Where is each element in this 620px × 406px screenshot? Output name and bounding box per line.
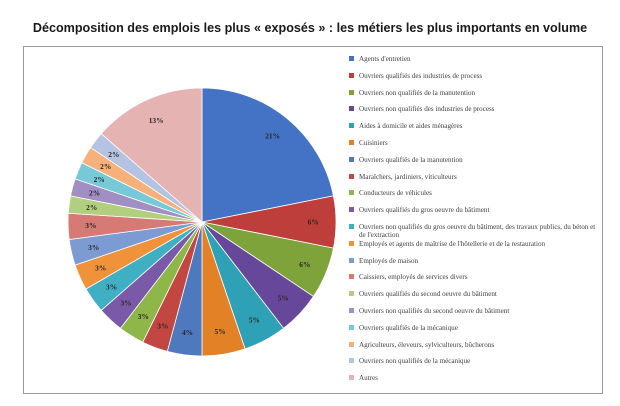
legend-swatch [349,240,354,246]
legend-label: Conducteurs de véhicules [359,189,432,198]
legend-swatch [349,224,354,229]
slice-value-label: 2% [86,203,97,212]
slice-value-label: 21% [265,132,280,141]
legend-label: Ouvriers non qualifiés des industries de… [359,105,495,114]
slice-value-label: 3% [95,263,106,272]
slice-value-label: 6% [308,218,319,227]
legend-label: Ouvriers qualifiés de la mécanique [359,323,458,332]
legend-label: Ouvriers non qualifiés du second oeuvre … [359,307,510,315]
slice-value-label: 3% [85,221,96,230]
legend-label: Ouvriers non qualifiés de la mécanique [359,357,471,366]
legend-swatch [349,358,354,364]
legend-swatch [349,89,354,95]
legend-swatch [349,106,354,112]
slice-value-label: 3% [157,322,168,331]
slice-value-label: 2% [100,162,111,171]
legend-swatch [349,274,354,280]
legend-label: Ouvriers qualifiés du second oeuvre du b… [359,290,497,299]
legend-swatch [349,190,354,196]
legend-label: Agents d'entretien [359,55,411,63]
slice-value-label: 5% [249,316,260,325]
slice-value-label: 2% [89,189,100,198]
slice-value-label: 3% [106,282,117,291]
chart-title: Décomposition des emplois les plus « exp… [32,21,588,35]
legend-label: Employés et agents de maîtrise de l'hôte… [359,239,546,248]
legend-swatch [349,207,354,213]
slice-value-label: 4% [182,328,193,337]
legend-swatch [349,123,354,129]
legend-swatch [349,257,354,263]
legend-label: Autres [359,374,378,383]
legend-label: Agriculteurs, éleveurs, sylviculteurs, b… [359,340,495,349]
legend-swatch [349,156,354,162]
slice-value-label: 5% [215,327,226,336]
slice-value-label: 5% [278,294,289,303]
pie-slice [100,87,203,223]
legend-swatch [349,173,354,179]
slice-value-label: 13% [149,116,164,125]
slice-value-label: 2% [94,175,105,184]
legend-label: Ouvriers non qualifiés du gros oeuvre du… [359,223,596,239]
legend-label: Aides à domicile et aides ménagères [359,122,463,131]
legend-swatch [349,308,354,313]
legend-swatch [349,375,354,381]
legend-label: Ouvriers qualifiés des industries de pro… [359,71,483,80]
slice-value-label: 2% [108,150,119,159]
legend-label: Ouvriers qualifiés de la manutention [359,155,463,164]
legend-swatch [349,324,354,330]
slice-value-label: 6% [299,260,310,269]
slice-value-label: 3% [138,312,149,321]
legend-label: Employés de maison [359,256,419,265]
legend-label: Cuisiniers [359,139,388,147]
legend-label: Ouvriers qualifiés du gros oeuvre du bât… [359,206,490,215]
legend-swatch [349,56,354,61]
legend-swatch [349,140,354,145]
legend-swatch [349,72,354,78]
slice-value-label: 3% [88,243,99,252]
slice-value-label: 3% [120,299,131,308]
legend-swatch [349,291,354,297]
legend-swatch [349,341,354,347]
legend-label: Caissiers, employés de services divers [359,273,468,282]
pie-slice [201,87,334,223]
legend-label: Maraîchers, jardiniers, viticulteurs [359,172,457,181]
legend-label: Ouvriers non qualifiés de la manutention [359,88,476,97]
